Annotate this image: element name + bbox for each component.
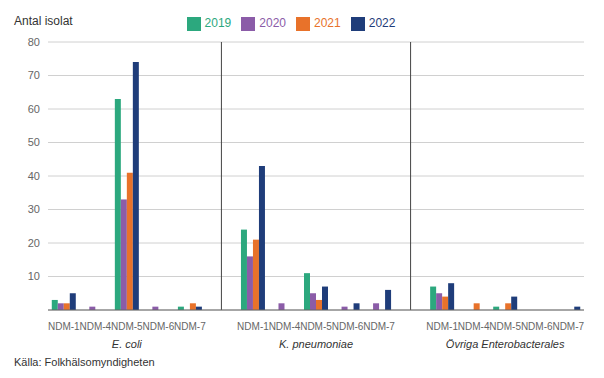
svg-text:80: 80 [28,36,40,48]
svg-text:NDM-7: NDM-7 [363,321,395,332]
svg-text:NDM-6: NDM-6 [521,321,553,332]
svg-text:NDM-1: NDM-1 [237,321,269,332]
svg-text:NDM-5: NDM-5 [300,321,332,332]
svg-text:Övriga Enterobacterales: Övriga Enterobacterales [446,338,565,350]
html-text:2021: 2021 [314,16,341,30]
svg-text:30: 30 [28,203,40,215]
html-text:Källa: Folkhälsomyndigheten: Källa: Folkhälsomyndigheten [14,356,155,368]
html-text:2020: 2020 [259,16,286,30]
svg-text:NDM-5: NDM-5 [489,321,521,332]
svg-text:NDM-6: NDM-6 [332,321,364,332]
svg-text:NDM-4: NDM-4 [79,321,111,332]
svg-text:NDM-7: NDM-7 [174,321,206,332]
svg-text:NDM-4: NDM-4 [269,321,301,332]
svg-text:40: 40 [28,170,40,182]
svg-text:NDM-7: NDM-7 [552,321,584,332]
html-text:2019: 2019 [204,16,232,30]
svg-text:E. coli: E. coli [112,338,143,350]
svg-text:20: 20 [28,237,40,249]
svg-text:50: 50 [28,136,40,148]
svg-text:NDM-5: NDM-5 [111,321,143,332]
svg-text:10: 10 [28,270,40,282]
svg-text:60: 60 [28,103,40,115]
svg-text:70: 70 [28,69,40,81]
svg-text:NDM-1: NDM-1 [426,321,458,332]
svg-text:K. pneumoniae: K. pneumoniae [279,338,353,350]
html-text:2022: 2022 [368,16,396,30]
html-text:Antal isolat: Antal isolat [14,14,73,28]
svg-text:NDM-6: NDM-6 [143,321,175,332]
svg-text:NDM-4: NDM-4 [458,321,490,332]
svg-text:NDM-1: NDM-1 [48,321,80,332]
